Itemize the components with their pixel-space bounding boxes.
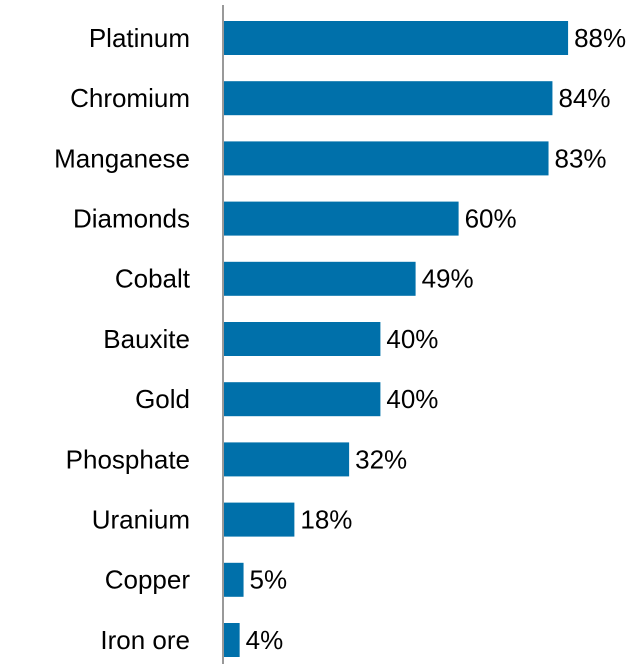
bar [224,442,350,477]
category-label: Platinum [89,23,190,53]
category-label: Manganese [54,143,190,173]
category-label: Uranium [92,504,190,534]
value-label: 40% [386,384,438,414]
value-label: 18% [300,504,352,534]
bar [224,502,295,537]
value-label: 84% [558,83,610,113]
category-label: Iron ore [100,625,190,655]
category-label: Gold [135,384,190,414]
bar [224,81,553,116]
bar [224,322,381,356]
bar [224,201,459,236]
bar [224,261,416,296]
bar [224,562,244,597]
value-label: 49% [422,264,474,294]
category-label: Diamonds [73,203,190,233]
bar [224,141,549,176]
category-label: Phosphate [66,444,190,474]
bar [224,623,240,657]
value-label: 32% [355,444,407,474]
value-label: 83% [555,143,607,173]
value-label: 4% [246,625,284,655]
value-label: 40% [386,324,438,354]
category-label: Copper [105,565,191,595]
value-label: 5% [250,565,288,595]
category-label: Cobalt [115,264,191,294]
value-label: 60% [465,203,517,233]
bar [224,21,569,55]
category-label: Chromium [70,83,190,113]
category-label: Bauxite [103,324,190,354]
value-label: 88% [574,23,626,53]
bar [224,382,381,417]
